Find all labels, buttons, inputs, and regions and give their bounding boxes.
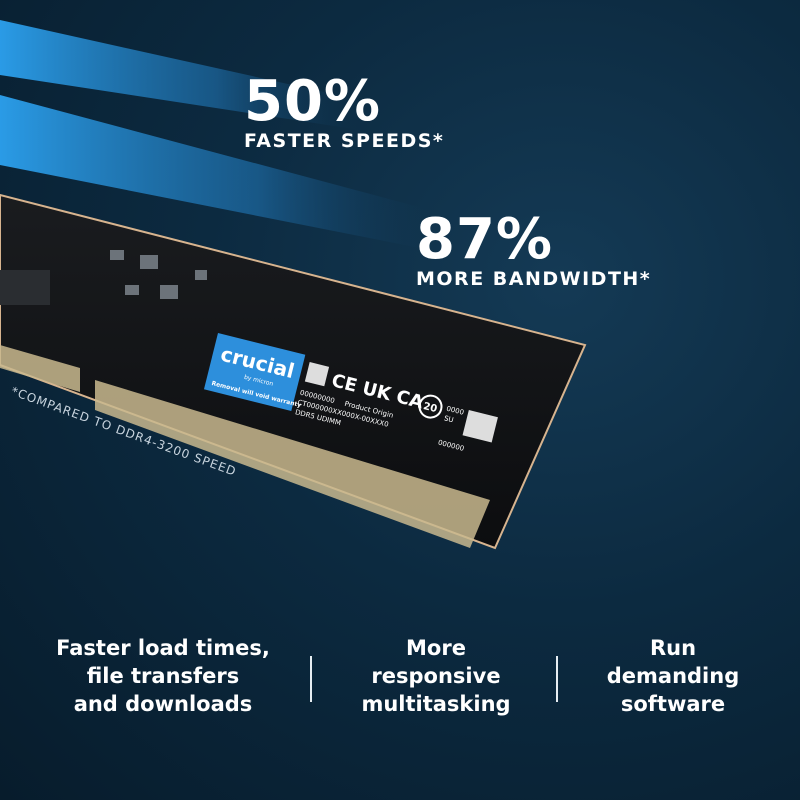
chip-components	[0, 250, 207, 305]
feature-line: Run	[649, 636, 697, 660]
stat-label: MORE BANDWIDTH*	[416, 268, 652, 290]
light-streak	[0, 20, 360, 130]
stat-label: FASTER SPEEDS*	[244, 130, 445, 152]
recycle-icon	[418, 394, 443, 419]
stat-value: 50%	[244, 69, 382, 134]
stat-bandwidth: 87% MORE BANDWIDTH*	[416, 207, 652, 291]
code-line: SU	[443, 414, 454, 424]
feature-line: software	[620, 692, 726, 716]
light-streak	[0, 95, 430, 250]
divider	[556, 656, 558, 702]
feature-line: Faster load times,	[56, 636, 270, 660]
feature-line: demanding	[606, 664, 740, 688]
gold-contacts	[0, 345, 80, 392]
stat-speed: 50% FASTER SPEEDS*	[244, 69, 445, 153]
feature-line: responsive	[371, 664, 501, 688]
gold-contacts	[95, 380, 490, 548]
feature-software: Run demanding software	[553, 634, 793, 718]
datamatrix-icon	[462, 409, 498, 443]
qr-code-icon	[304, 362, 330, 387]
feature-line: multitasking	[361, 692, 511, 716]
feature-line: file transfers	[86, 664, 240, 688]
feature-multitasking: More responsive multitasking	[316, 634, 556, 718]
feature-load-times: Faster load times, file transfers and do…	[43, 634, 283, 718]
divider	[310, 656, 312, 702]
recycle-number: 20	[422, 401, 438, 415]
feature-line: More	[406, 636, 466, 660]
stat-value: 87%	[416, 207, 554, 272]
crucial-logo-badge	[203, 333, 306, 412]
feature-line: and downloads	[73, 692, 253, 716]
